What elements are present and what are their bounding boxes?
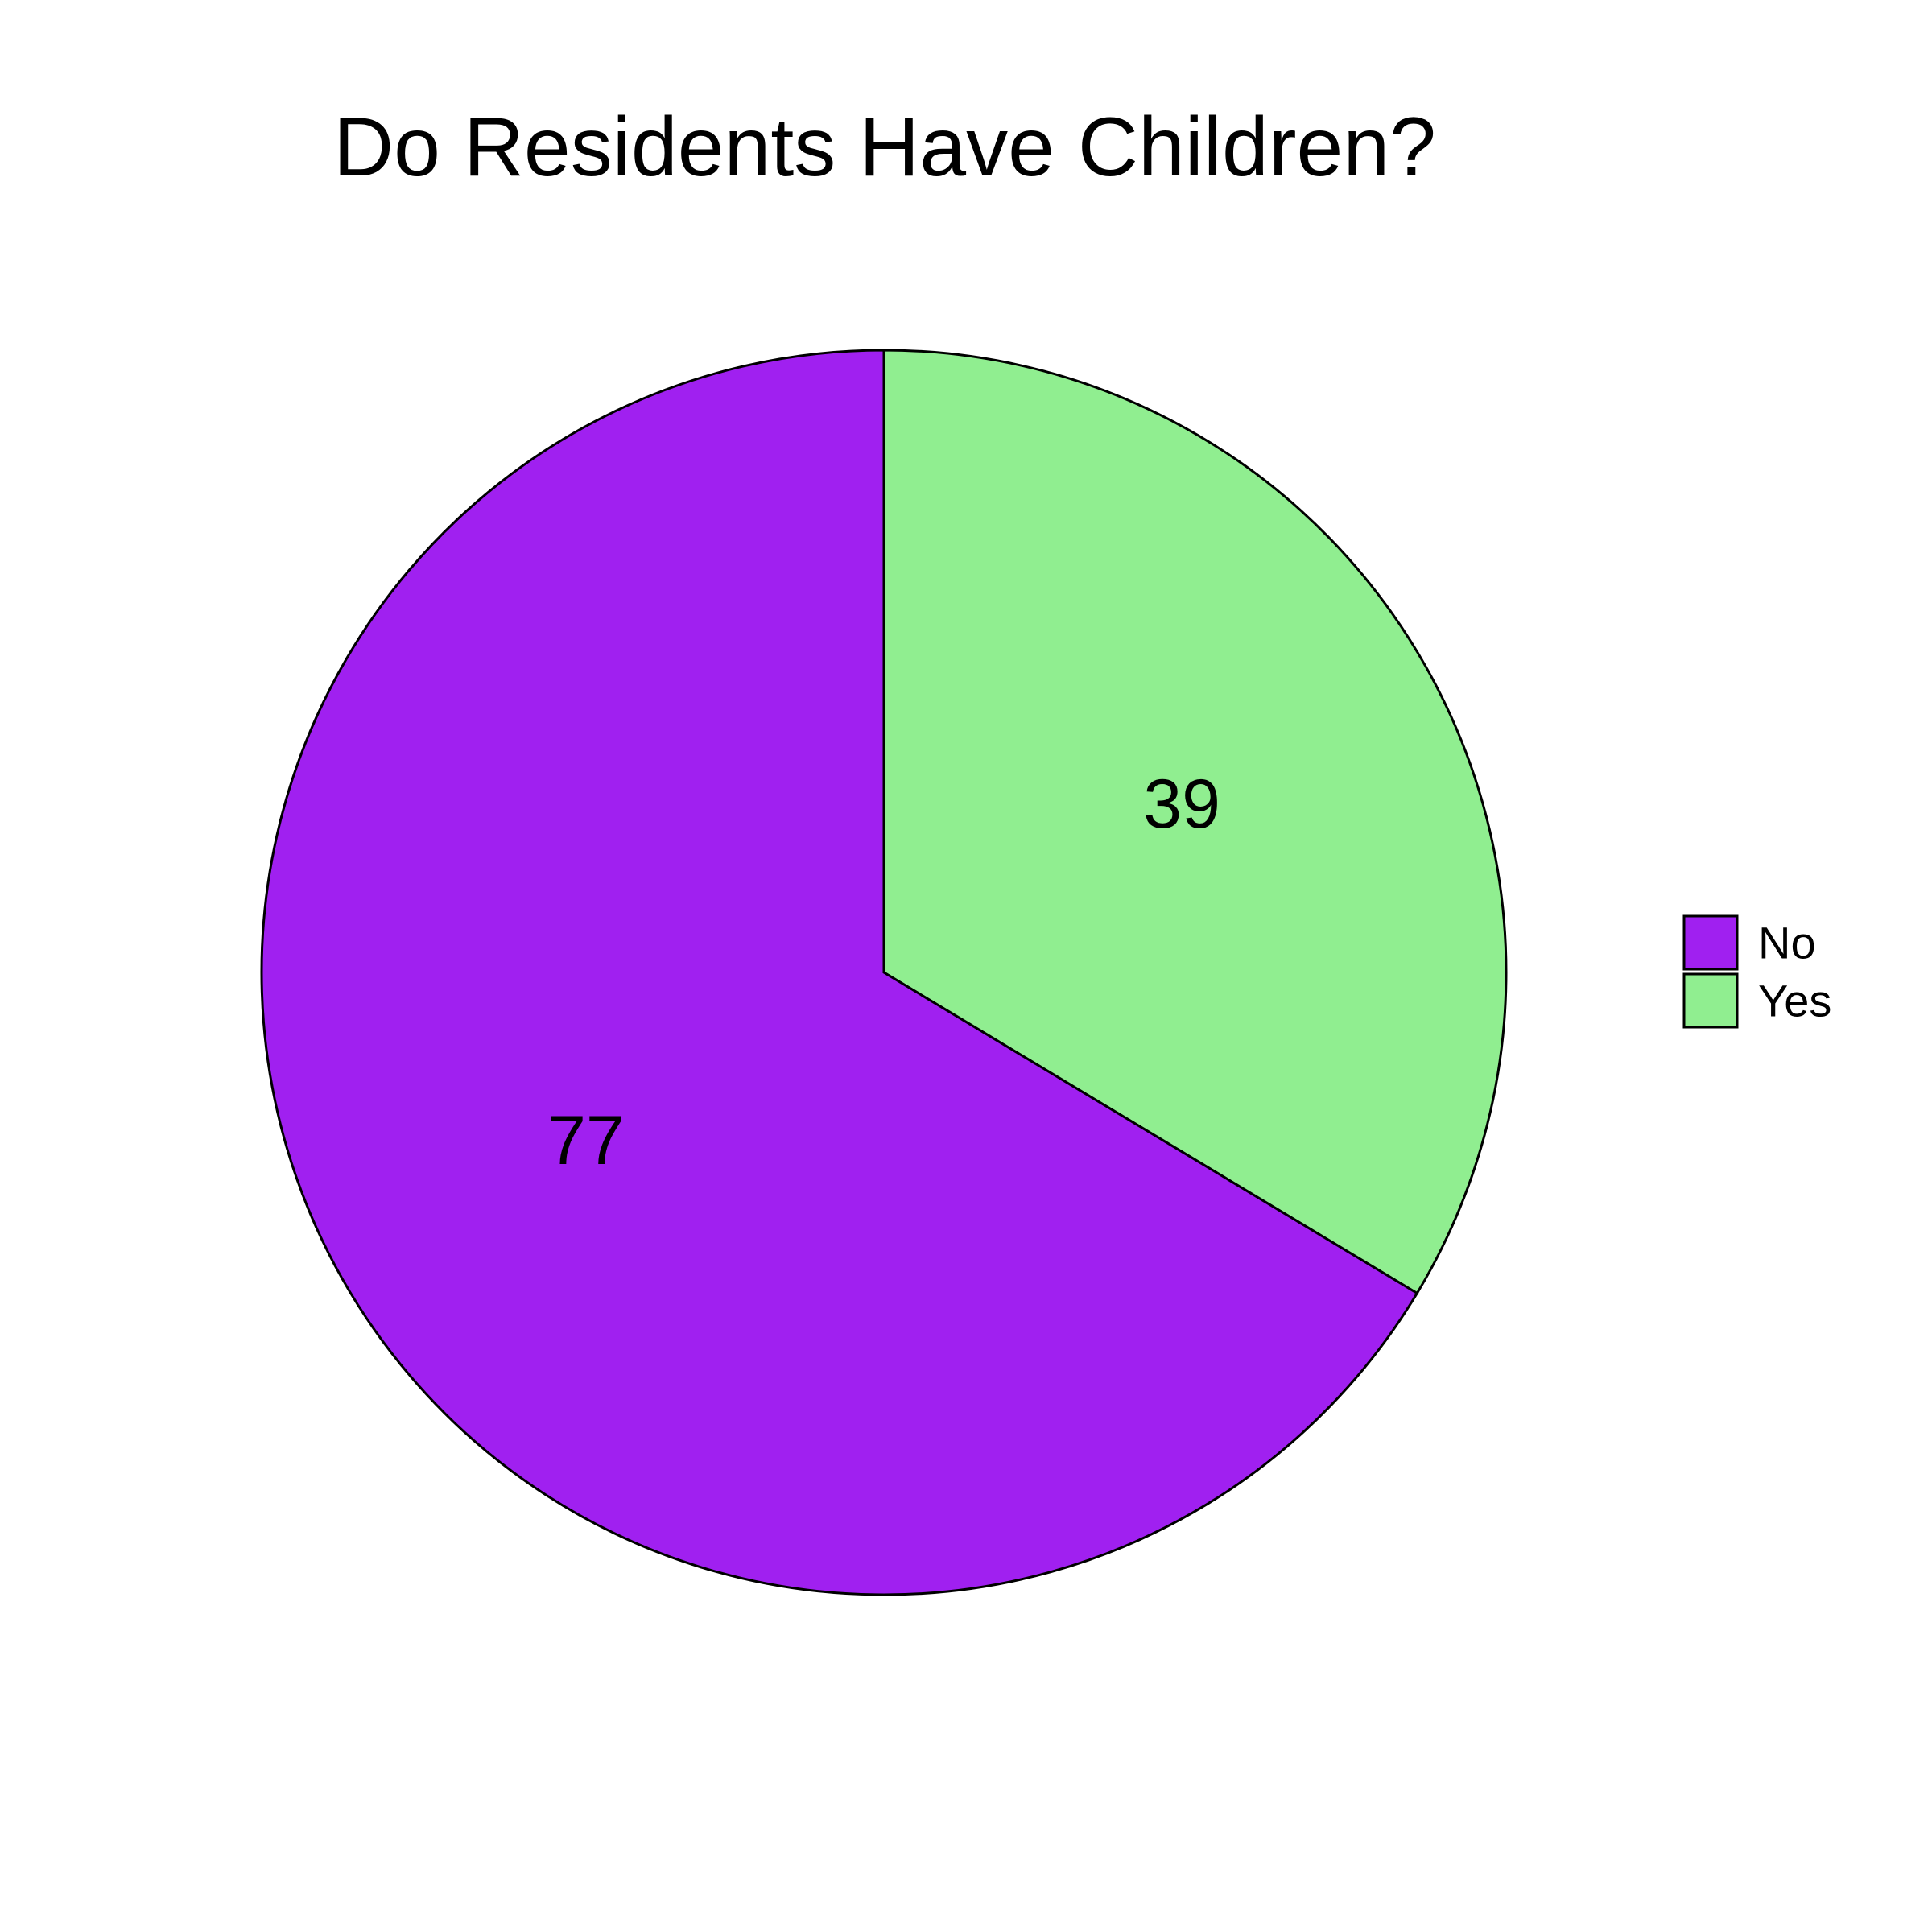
- pie-slice-labels: 39 77: [547, 766, 1220, 1179]
- slice-value-label-yes: 39: [1143, 766, 1220, 843]
- legend-swatch-no: [1682, 914, 1739, 971]
- slice-value-label-no: 77: [547, 1102, 625, 1179]
- chart-title: Do Residents Have Children?: [333, 101, 1436, 194]
- legend-swatch-yes: [1682, 972, 1739, 1029]
- legend-label-no: No: [1758, 918, 1816, 968]
- pie-slice-yes: [882, 349, 1508, 1295]
- legend-label-yes: Yes: [1758, 976, 1831, 1026]
- legend: No Yes: [1682, 914, 1831, 1029]
- pie-slice-no: [260, 349, 1419, 1596]
- pie-slices: [260, 349, 1508, 1596]
